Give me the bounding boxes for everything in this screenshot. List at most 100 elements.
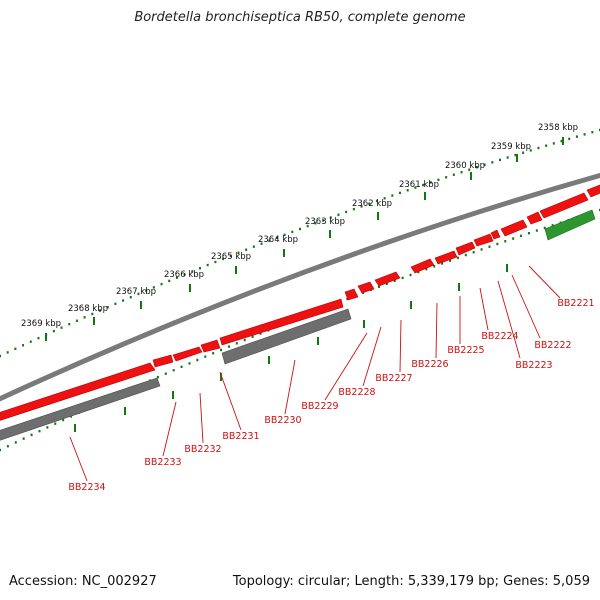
- inner-tick-dot: [188, 362, 191, 365]
- inner-tick-dot: [204, 355, 207, 358]
- gene-label[interactable]: BB2234: [68, 482, 105, 493]
- outer-tick-dot: [529, 149, 532, 152]
- kbp-label: 2363 kbp: [305, 217, 345, 227]
- gene-BB2227[interactable]: [374, 271, 401, 287]
- gene-label[interactable]: BB2227: [375, 373, 412, 384]
- gene-leader-line: [528, 265, 561, 299]
- inner-tick-dot: [441, 262, 444, 265]
- outer-tick-dot: [229, 254, 232, 258]
- gene-label[interactable]: BB2232: [184, 444, 221, 455]
- gene-leader-line: [284, 359, 296, 415]
- inner-tick-dot: [235, 342, 238, 345]
- gene-BB2232[interactable]: [172, 346, 203, 362]
- major-tick: [45, 333, 47, 341]
- outer-tick-dot: [552, 142, 555, 145]
- outer-tick-dot: [375, 199, 378, 203]
- gene-label[interactable]: BB2224: [481, 331, 518, 342]
- gene-BB2223-a[interactable]: [473, 233, 494, 247]
- major-tick: [124, 407, 126, 415]
- inner-tick-dot: [464, 253, 467, 257]
- outer-tick-dot: [545, 144, 548, 147]
- inner-tick-dot: [196, 358, 199, 362]
- inner-tick-dot: [488, 245, 491, 248]
- outer-tick-dot: [583, 133, 586, 136]
- inner-tick-dot: [6, 444, 9, 448]
- outer-tick-dot: [6, 351, 9, 354]
- major-tick: [74, 424, 76, 432]
- forward-strand-genes: [0, 183, 600, 422]
- major-tick: [235, 266, 237, 274]
- rna-gene[interactable]: [544, 209, 596, 241]
- inner-tick-dot: [30, 433, 33, 437]
- inner-tick-dot: [377, 285, 380, 288]
- gene-label[interactable]: BB2228: [338, 387, 375, 398]
- gene-label[interactable]: BB2231: [222, 431, 259, 442]
- gene-BB2231[interactable]: [200, 339, 221, 353]
- outer-tick-dot: [60, 326, 63, 329]
- pseudo-gene-middle[interactable]: [221, 308, 352, 365]
- gene-BB2230[interactable]: [219, 298, 344, 346]
- outer-tick-dot: [329, 216, 332, 219]
- outer-tick-dot: [437, 178, 440, 182]
- gene-label[interactable]: BB2230: [264, 415, 301, 426]
- outer-tick-dot: [91, 312, 94, 316]
- gene-leader-line: [219, 371, 242, 431]
- inner-tick-dot: [449, 259, 451, 262]
- outer-tick-dot: [68, 323, 71, 326]
- outer-tick-dot: [368, 202, 371, 205]
- kbp-label: 2368 kbp: [68, 304, 108, 314]
- gene-BB2234-fwd[interactable]: [0, 362, 156, 422]
- gene-leader-line: [362, 326, 382, 387]
- outer-tick-dot: [245, 248, 248, 251]
- gene-label[interactable]: BB2225: [447, 345, 484, 356]
- inner-tick-dot: [543, 226, 546, 230]
- major-tick: [377, 212, 379, 220]
- gene-label[interactable]: BB2229: [301, 401, 338, 412]
- gene-BB2220[interactable]: [539, 192, 589, 219]
- major-tick: [172, 391, 174, 399]
- gene-BB2223-b[interactable]: [490, 229, 501, 240]
- inner-tick-dot: [417, 270, 420, 274]
- kbp-label: 2361 kbp: [399, 180, 439, 190]
- outer-tick-dot: [383, 197, 386, 200]
- outer-tick-dot: [145, 289, 148, 292]
- major-tick: [329, 230, 331, 238]
- inner-tick-dot: [480, 248, 483, 251]
- gene-BB2233[interactable]: [152, 354, 174, 368]
- outer-tick-dot: [75, 319, 78, 322]
- inner-tick-dot: [433, 265, 436, 268]
- outer-tick-dot: [522, 151, 525, 154]
- outer-tick-dot: [252, 245, 255, 248]
- gene-BB2229[interactable]: [344, 288, 359, 301]
- gene-leader-line: [324, 332, 368, 401]
- gene-leader-line: [511, 274, 541, 339]
- outer-tick-dot: [114, 302, 117, 306]
- gene-label[interactable]: BB2221: [557, 298, 594, 309]
- gene-BB2224[interactable]: [455, 241, 476, 256]
- gene-label[interactable]: BB2233: [144, 457, 181, 468]
- gene-BB2226[interactable]: [410, 258, 435, 274]
- outer-tick-dot: [460, 171, 463, 174]
- inner-tick-dot: [54, 422, 57, 425]
- gene-BB2225[interactable]: [434, 250, 458, 265]
- gene-BB2228[interactable]: [357, 281, 375, 294]
- genome-backbone: [0, 172, 600, 402]
- gene-BB2219[interactable]: [586, 183, 600, 198]
- major-tick: [220, 373, 222, 381]
- inner-tick-dot: [456, 256, 459, 260]
- gene-BB2221[interactable]: [526, 211, 543, 225]
- gene-BB2222[interactable]: [500, 219, 528, 237]
- outer-tick-dot: [314, 222, 317, 225]
- outer-tick-dot: [22, 344, 25, 347]
- gene-label[interactable]: BB2222: [534, 340, 571, 351]
- gene-label[interactable]: BB2223: [515, 360, 552, 371]
- gene-label[interactable]: BB2226: [411, 359, 448, 370]
- inner-tick-dot: [527, 232, 530, 235]
- gene-leader-line: [497, 280, 521, 359]
- gene-leader-line: [162, 401, 177, 457]
- inner-tick-dot: [520, 234, 523, 238]
- pseudo-gene-left[interactable]: [0, 377, 161, 442]
- outer-tick-dot: [475, 166, 478, 169]
- outer-tick-dot: [191, 270, 194, 273]
